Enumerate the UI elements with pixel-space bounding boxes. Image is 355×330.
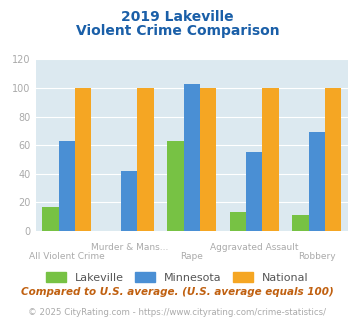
Text: Murder & Mans...: Murder & Mans...: [91, 243, 168, 251]
Bar: [325, 88, 341, 231]
Text: Rape: Rape: [180, 252, 203, 261]
Bar: [246, 152, 262, 231]
Bar: [292, 215, 308, 231]
Bar: [137, 88, 154, 231]
Text: Compared to U.S. average. (U.S. average equals 100): Compared to U.S. average. (U.S. average …: [21, 287, 334, 297]
Bar: [75, 88, 91, 231]
Bar: [308, 132, 325, 231]
Bar: [121, 171, 137, 231]
Bar: [230, 213, 246, 231]
Text: All Violent Crime: All Violent Crime: [29, 252, 105, 261]
Bar: [42, 207, 59, 231]
Bar: [262, 88, 279, 231]
Bar: [167, 141, 184, 231]
Text: Robbery: Robbery: [298, 252, 335, 261]
Bar: [200, 88, 216, 231]
Text: Aggravated Assault: Aggravated Assault: [210, 243, 299, 251]
Bar: [184, 84, 200, 231]
Legend: Lakeville, Minnesota, National: Lakeville, Minnesota, National: [42, 268, 313, 287]
Text: 2019 Lakeville: 2019 Lakeville: [121, 11, 234, 24]
Bar: [59, 141, 75, 231]
Text: Violent Crime Comparison: Violent Crime Comparison: [76, 24, 279, 38]
Text: © 2025 CityRating.com - https://www.cityrating.com/crime-statistics/: © 2025 CityRating.com - https://www.city…: [28, 308, 327, 317]
